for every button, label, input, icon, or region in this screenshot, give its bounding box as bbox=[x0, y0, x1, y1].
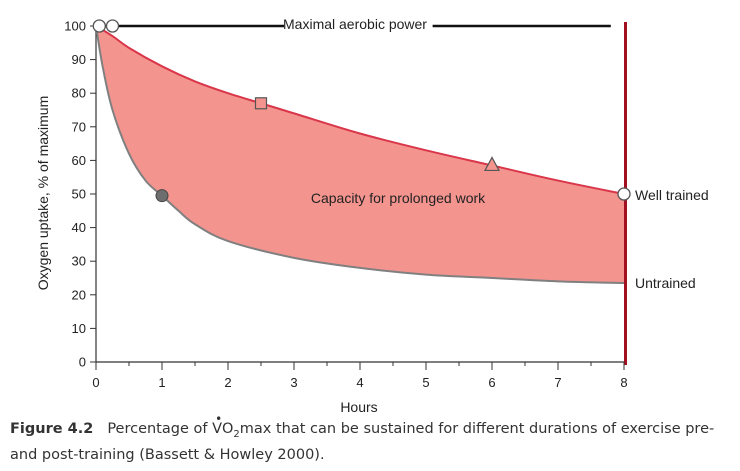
well-trained-label: Well trained bbox=[635, 187, 709, 203]
untrained-label: Untrained bbox=[635, 275, 696, 291]
x-tick-label: 6 bbox=[488, 375, 495, 390]
end-marker-well-trained bbox=[617, 187, 631, 201]
vo2-o: O bbox=[222, 421, 234, 437]
y-tick-label: 90 bbox=[72, 52, 86, 67]
y-tick-label: 60 bbox=[72, 153, 86, 168]
x-tick-label: 0 bbox=[92, 375, 99, 390]
y-tick-label: 80 bbox=[72, 86, 86, 101]
y-tick-label: 10 bbox=[72, 321, 86, 336]
y-tick-label: 100 bbox=[64, 19, 86, 34]
start-marker-well-trained bbox=[105, 19, 120, 33]
capacity-region bbox=[96, 26, 624, 284]
x-tick-label: 4 bbox=[356, 375, 363, 390]
figure-label: Figure 4.2 bbox=[10, 421, 94, 437]
start-marker-untrained bbox=[92, 19, 106, 33]
well-trained-square-marker bbox=[254, 97, 268, 110]
axes: 0 10 20 30 40 50 60 70 80 90 100 0 1 2 3 4 5 6 7 8 bbox=[64, 19, 627, 391]
x-tick-label: 2 bbox=[224, 375, 231, 390]
y-tick-label: 40 bbox=[72, 220, 86, 235]
well-trained-triangle-marker bbox=[483, 156, 501, 172]
caption-text-before: Percentage of bbox=[107, 421, 213, 437]
y-tick-label: 70 bbox=[72, 119, 86, 134]
figure-caption: Figure 4.2 Percentage of VO2max that can … bbox=[10, 409, 735, 466]
x-tick-label: 8 bbox=[620, 375, 627, 390]
y-tick-label: 50 bbox=[72, 187, 86, 202]
y-tick-label: 0 bbox=[79, 355, 86, 370]
vo2-v: V bbox=[212, 409, 222, 440]
x-tick-label: 1 bbox=[158, 375, 165, 390]
y-tick-label: 20 bbox=[72, 287, 86, 302]
chart: 0 10 20 30 40 50 60 70 80 90 100 0 1 2 3 4 5 6 7 8 Oxygen u… bbox=[35, 16, 709, 415]
plot-fill-layer bbox=[96, 26, 624, 284]
x-axis-title: Hours bbox=[340, 399, 377, 415]
untrained-curve bbox=[95, 25, 625, 285]
y-tick-label: 30 bbox=[72, 254, 86, 269]
x-tick-label: 3 bbox=[290, 375, 297, 390]
y-axis-title: Oxygen uptake, % of maximum bbox=[35, 96, 51, 291]
vo2-sub: 2 bbox=[233, 428, 240, 440]
max-line-label: Maximal aerobic power bbox=[283, 16, 427, 32]
x-tick-label: 5 bbox=[422, 375, 429, 390]
x-tick-label: 7 bbox=[554, 375, 561, 390]
region-label: Capacity for prolonged work bbox=[311, 190, 486, 206]
marker-layer bbox=[92, 19, 631, 203]
untrained-marker bbox=[155, 189, 169, 203]
caption-text-after: max that can be sustained for different … bbox=[10, 421, 715, 463]
